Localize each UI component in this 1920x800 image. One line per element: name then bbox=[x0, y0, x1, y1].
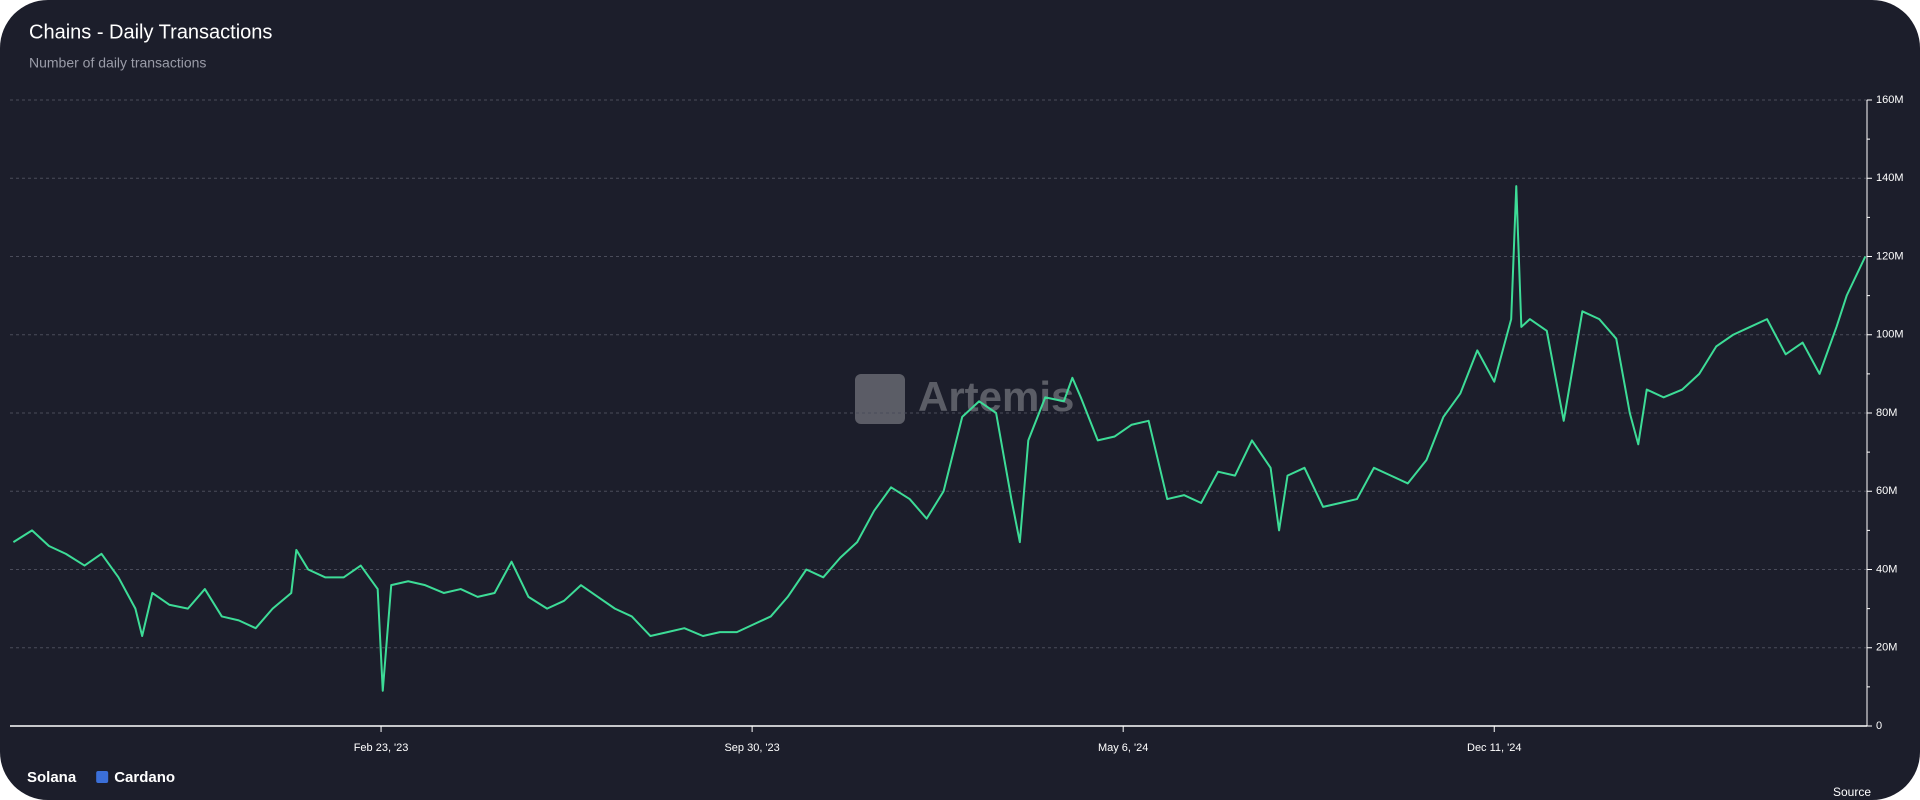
x-tick-label: Dec 11, '24 bbox=[1467, 742, 1521, 754]
y-tick-label: 120M bbox=[1876, 250, 1904, 262]
watermark: Artemis bbox=[855, 373, 1074, 424]
legend-label: Cardano bbox=[114, 769, 175, 786]
y-tick-label: 160M bbox=[1876, 94, 1904, 106]
x-tick-label: May 6, '24 bbox=[1098, 742, 1148, 754]
x-tick-label: Feb 23, '23 bbox=[354, 742, 409, 754]
legend-swatch bbox=[96, 771, 109, 783]
watermark-logo bbox=[855, 374, 905, 424]
y-tick-label: 20M bbox=[1876, 642, 1897, 654]
y-tick-label: 100M bbox=[1876, 329, 1904, 341]
chart-subtitle: Number of daily transactions bbox=[29, 55, 206, 71]
series-line bbox=[12, 185, 1867, 692]
legend-label: Solana bbox=[27, 769, 77, 786]
y-tick-label: 0 bbox=[1876, 720, 1882, 732]
x-tick-label: Sep 30, '23 bbox=[724, 742, 779, 754]
source: Source bbox=[1833, 785, 1871, 799]
y-tick-label: 40M bbox=[1876, 563, 1897, 575]
y-tick-label: 140M bbox=[1876, 172, 1904, 184]
chart-title: Chains - Daily Transactions bbox=[29, 21, 272, 43]
y-tick-label: 60M bbox=[1876, 485, 1897, 497]
y-tick-label: 80M bbox=[1876, 407, 1897, 419]
